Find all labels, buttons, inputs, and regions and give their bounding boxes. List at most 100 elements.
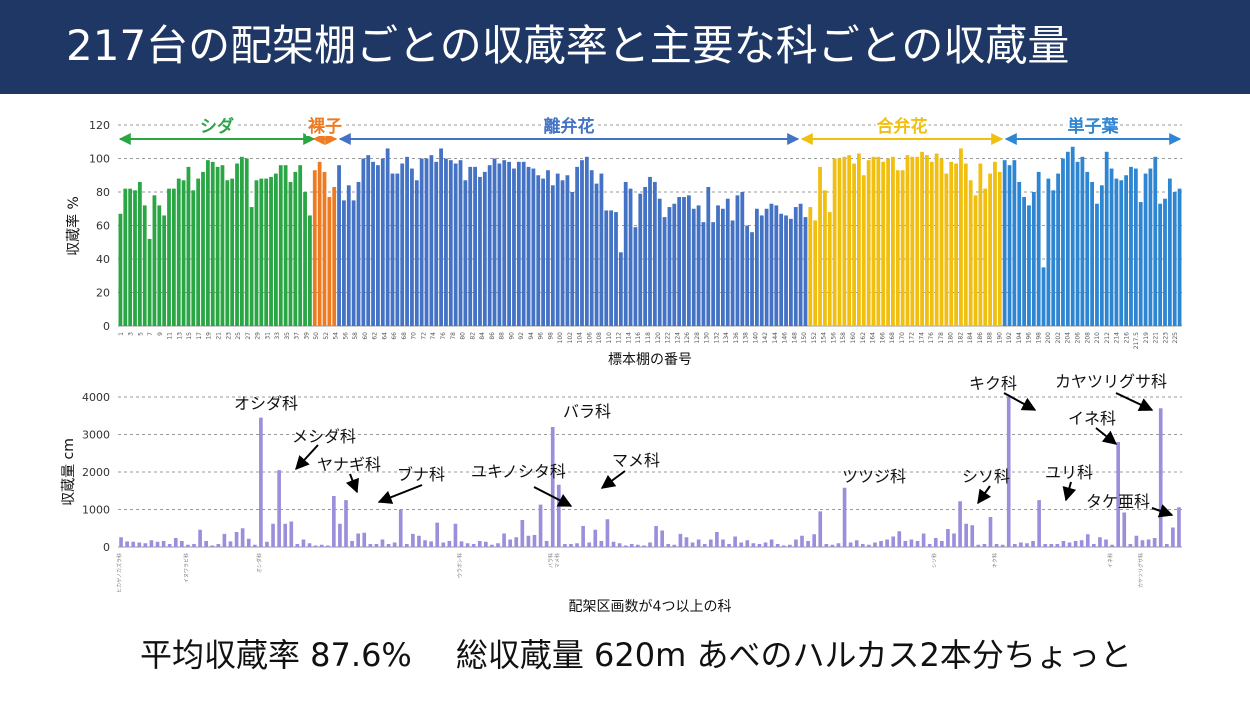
rate-bar <box>682 197 686 326</box>
rate-bar <box>171 188 176 326</box>
volume-bar <box>362 532 367 547</box>
volume-bar <box>678 533 683 548</box>
rate-bar <box>497 163 502 326</box>
rate-bar <box>784 215 788 326</box>
x-tick-label: 148 <box>791 332 798 344</box>
volume-bar <box>617 543 622 547</box>
rate-bar <box>1133 168 1138 326</box>
volume-bar <box>702 544 707 547</box>
rate-bar <box>1158 203 1163 326</box>
rate-bar <box>288 181 293 326</box>
x-tick-label: 19 <box>206 332 213 340</box>
rate-bar <box>570 192 575 326</box>
annotation-arrow <box>977 485 991 505</box>
y-tick-label: 2000 <box>82 466 110 479</box>
annotation-arrow <box>377 484 423 504</box>
volume-bar <box>161 541 166 547</box>
volume-bar <box>1019 542 1023 547</box>
rate-bar <box>808 207 813 326</box>
x-tick-label: ウラボシ科 <box>457 553 464 578</box>
rate-bar <box>376 165 380 326</box>
volume-bar <box>721 539 725 547</box>
x-tick-label: 152 <box>811 332 818 344</box>
rate-bar <box>565 175 570 326</box>
rate-bar <box>973 195 978 326</box>
volume-bar <box>781 545 786 547</box>
x-tick-label: 74 <box>430 332 437 340</box>
rate-bar <box>769 203 774 326</box>
volume-bar <box>897 531 902 547</box>
volume-bar <box>180 541 184 547</box>
rate-bar <box>463 180 468 326</box>
volume-bar <box>143 543 148 547</box>
rate-bar <box>963 163 968 326</box>
y-axis-title: 収蔵率 % <box>65 196 82 256</box>
rate-bar <box>1104 151 1109 326</box>
rate-bar <box>920 151 924 326</box>
rate-bar <box>997 171 1002 326</box>
rate-bar <box>346 185 351 326</box>
volume-bar <box>629 544 634 547</box>
rate-bar <box>866 160 871 326</box>
rate-bar <box>1109 168 1114 326</box>
annotation-arrow <box>1003 392 1037 411</box>
family-annotation: オシダ科 <box>234 394 298 413</box>
x-tick-label: 180 <box>948 332 955 344</box>
x-tick-label: 206 <box>1075 332 1082 344</box>
rate-bar <box>142 205 147 326</box>
x-tick-label: 190 <box>996 332 1003 344</box>
y-tick-label: 80 <box>96 186 110 199</box>
rate-bar <box>220 165 225 326</box>
volume-bar <box>137 542 142 547</box>
rate-bar <box>453 163 458 326</box>
rate-bar <box>210 161 215 326</box>
rate-bar <box>1061 158 1065 326</box>
rate-bar <box>934 153 939 326</box>
volume-bar <box>873 542 877 547</box>
x-tick-label: 1 <box>118 332 125 336</box>
x-tick-label: 27 <box>245 332 252 340</box>
volume-bar <box>1128 544 1133 547</box>
rate-bar <box>740 192 745 326</box>
family-annotation: バラ科 <box>563 402 611 421</box>
rate-bar <box>1031 192 1036 326</box>
rate-bar <box>915 156 920 326</box>
x-tick-label: 25 <box>235 332 242 340</box>
volume-bar <box>149 540 154 547</box>
rate-bar <box>929 161 934 326</box>
volume-bar <box>733 536 737 547</box>
x-tick-label: 150 <box>801 332 808 344</box>
x-tick-label: 176 <box>928 332 935 344</box>
x-tick-label: 23 <box>225 332 232 340</box>
rate-bar <box>886 158 890 326</box>
rate-bar <box>312 170 317 326</box>
volume-bar <box>119 537 123 547</box>
rate-bar <box>696 205 701 326</box>
rate-bar <box>988 173 992 326</box>
rate-bar <box>531 168 536 326</box>
volume-bar <box>319 544 324 547</box>
rate-bar <box>774 205 779 326</box>
volume-bar <box>423 540 427 547</box>
volume-bar <box>623 545 628 547</box>
volume-bar <box>1055 544 1060 547</box>
rate-bar <box>1177 188 1182 326</box>
x-tick-label: 7 <box>147 332 154 336</box>
rate-bar <box>215 166 220 327</box>
volume-bar <box>575 543 579 547</box>
volume-bar <box>556 484 561 547</box>
rate-bar <box>342 200 346 327</box>
rate-bar <box>905 155 910 326</box>
rate-bar <box>968 180 973 326</box>
family-annotation: ユリ科 <box>1045 463 1093 482</box>
volume-bar <box>1140 540 1145 547</box>
volume-bar <box>307 543 312 547</box>
rate-bar <box>599 173 604 326</box>
volume-bar <box>350 541 354 547</box>
volume-bar <box>812 534 816 547</box>
x-tick-label: 160 <box>850 332 857 344</box>
volume-bar <box>958 501 962 547</box>
x-tick-label: 100 <box>557 332 564 344</box>
x-tick-label: 66 <box>391 332 398 340</box>
y-tick-label: 4000 <box>82 391 110 404</box>
